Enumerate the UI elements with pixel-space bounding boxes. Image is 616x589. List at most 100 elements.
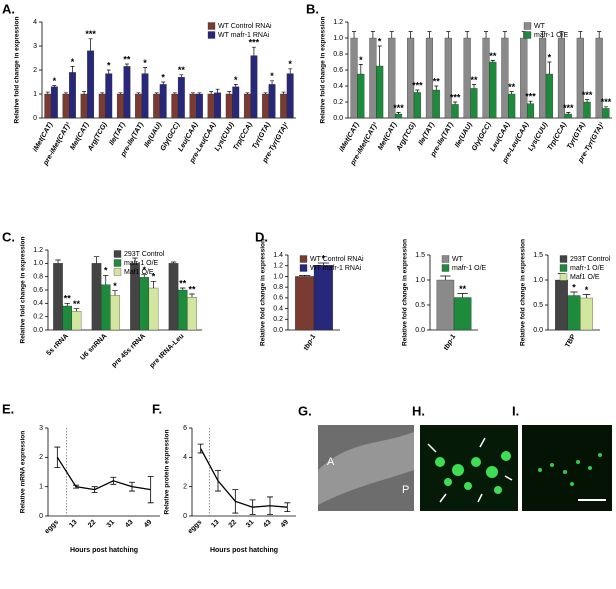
y-tick-label: 0.6: [33, 287, 43, 294]
error-bar: [110, 476, 117, 485]
legend-label: WT: [452, 256, 464, 263]
bar: [105, 73, 113, 119]
arrows: [427, 437, 513, 503]
y-tick-label: 1.2: [333, 19, 343, 26]
y-tick-label: 0.2: [33, 314, 43, 321]
y-tick-label: 1.5: [415, 252, 425, 259]
bar: [583, 101, 591, 119]
error-bar: [389, 31, 394, 38]
y-axis-label: Relative fold change in expression: [14, 17, 21, 124]
significance-label: ***: [393, 103, 404, 113]
legend-swatch: [207, 31, 216, 39]
error-bar: [603, 106, 609, 109]
error-bar: [179, 74, 184, 78]
bar: [453, 297, 472, 331]
error-bar: [227, 91, 232, 94]
significance-label: *: [142, 265, 146, 275]
x-tick-label: 22: [228, 519, 239, 530]
significance-label: ***: [601, 97, 612, 107]
error-bar: [141, 274, 148, 278]
bar: [116, 93, 124, 119]
error-bar: [209, 91, 214, 94]
bar: [369, 37, 377, 119]
error-bar: [170, 261, 177, 264]
y-tick-label: 6: [183, 425, 187, 432]
legend-label: WT mafr-1 RNAi: [310, 265, 362, 272]
significance-label: **: [459, 284, 467, 294]
y-tick-label: 3: [33, 43, 37, 50]
x-tick-label: 13: [68, 519, 79, 530]
bar: [232, 86, 240, 119]
x-tick-label: 22: [87, 519, 98, 530]
panel-letter: D.: [255, 229, 268, 244]
significance-label: *: [161, 72, 165, 82]
bar: [520, 37, 528, 119]
error-bar: [63, 92, 68, 94]
bar: [280, 93, 288, 119]
error-bar: [351, 31, 357, 38]
bar: [555, 279, 568, 331]
error-bar: [251, 46, 256, 56]
bar: [576, 37, 584, 119]
panel-letter: A.: [2, 1, 15, 16]
y-tick-label: 0: [183, 513, 187, 520]
y-tick-label: 0.4: [333, 83, 343, 90]
error-bar: [82, 91, 87, 94]
y-tick-label: 1: [39, 484, 43, 491]
error-bar: [215, 470, 221, 492]
legend-label: mafr-1 O/E: [534, 32, 569, 39]
error-bar: [93, 256, 100, 264]
significance-label: ***: [582, 90, 593, 100]
y-tick-label: 0.0: [333, 115, 343, 122]
bar: [407, 37, 415, 119]
x-axis-label: Hours post hatching: [70, 547, 138, 554]
y-tick-label: 2: [39, 454, 43, 461]
error-bar: [124, 63, 129, 67]
bar: [580, 297, 593, 331]
bar: [148, 287, 159, 331]
error-bar: [570, 291, 578, 296]
x-tick-label: Ile(UAU): [454, 121, 474, 149]
x-tick-label: pre 45s rRNA: [111, 333, 147, 369]
bar: [436, 279, 455, 331]
panel-letter: H.: [412, 403, 425, 418]
significance-label: *: [152, 272, 156, 282]
y-tick-label: 1.0: [533, 277, 543, 284]
bar: [50, 86, 58, 119]
legend-swatch: [113, 268, 122, 276]
error-bar: [190, 92, 195, 94]
y-tick-label: 0: [33, 115, 37, 122]
y-tick-label: 1.0: [333, 35, 343, 42]
bar: [177, 289, 188, 331]
bar: [44, 93, 52, 119]
significance-label: **: [123, 54, 131, 64]
error-bar: [112, 290, 118, 296]
bar: [53, 263, 63, 331]
error-bar: [161, 81, 166, 85]
significance-label: **: [433, 76, 441, 86]
legend-swatch: [441, 255, 450, 263]
y-tick-label: 1.2: [273, 263, 283, 270]
error-bar: [457, 293, 468, 298]
bar: [357, 73, 365, 119]
y-tick-label: 0.0: [273, 327, 283, 334]
fluorescence-image: [420, 425, 518, 511]
bar: [432, 89, 440, 119]
bar: [350, 37, 358, 119]
error-bar: [197, 92, 202, 94]
significance-label: *: [107, 60, 111, 70]
error-bar: [150, 280, 157, 288]
line: [56, 456, 151, 491]
legend-swatch: [113, 250, 122, 258]
significance-label: ***: [85, 29, 96, 39]
error-bar: [245, 92, 250, 94]
error-bar: [197, 443, 204, 454]
y-tick-label: 0: [39, 513, 43, 520]
y-axis-label: Relative mRNA expression: [20, 431, 27, 514]
y-tick-label: 0.8: [333, 51, 343, 58]
bar: [139, 277, 150, 331]
bar: [444, 37, 452, 119]
legend-label: mafr-1 O/E: [124, 260, 159, 267]
significance-label: *: [378, 36, 382, 46]
error-bar: [502, 31, 507, 38]
